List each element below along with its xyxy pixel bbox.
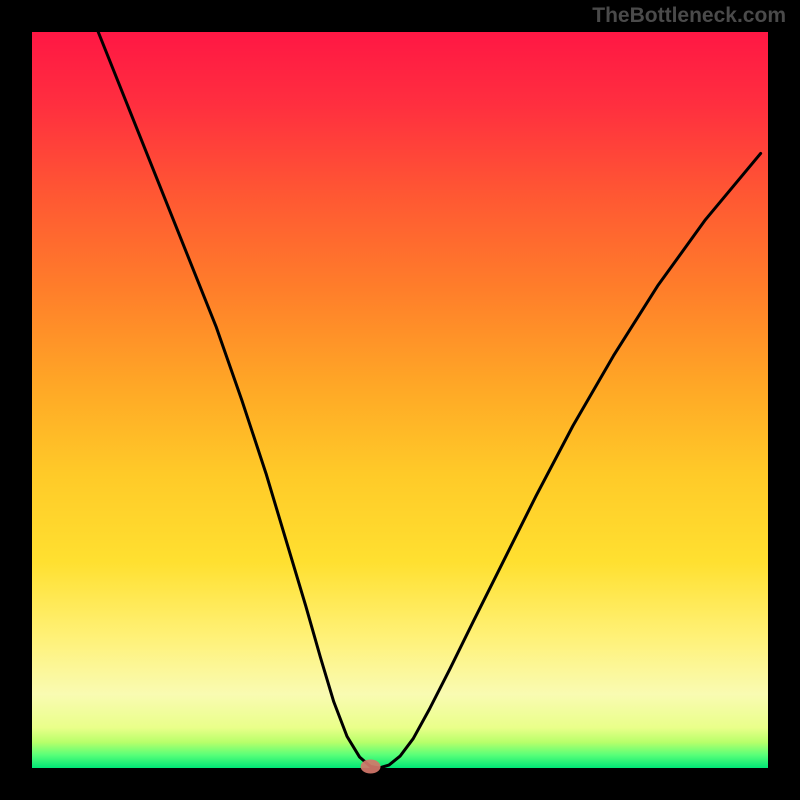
- optimal-point-marker: [361, 760, 381, 774]
- watermark-text: TheBottleneck.com: [592, 4, 786, 28]
- bottleneck-chart: [0, 0, 800, 800]
